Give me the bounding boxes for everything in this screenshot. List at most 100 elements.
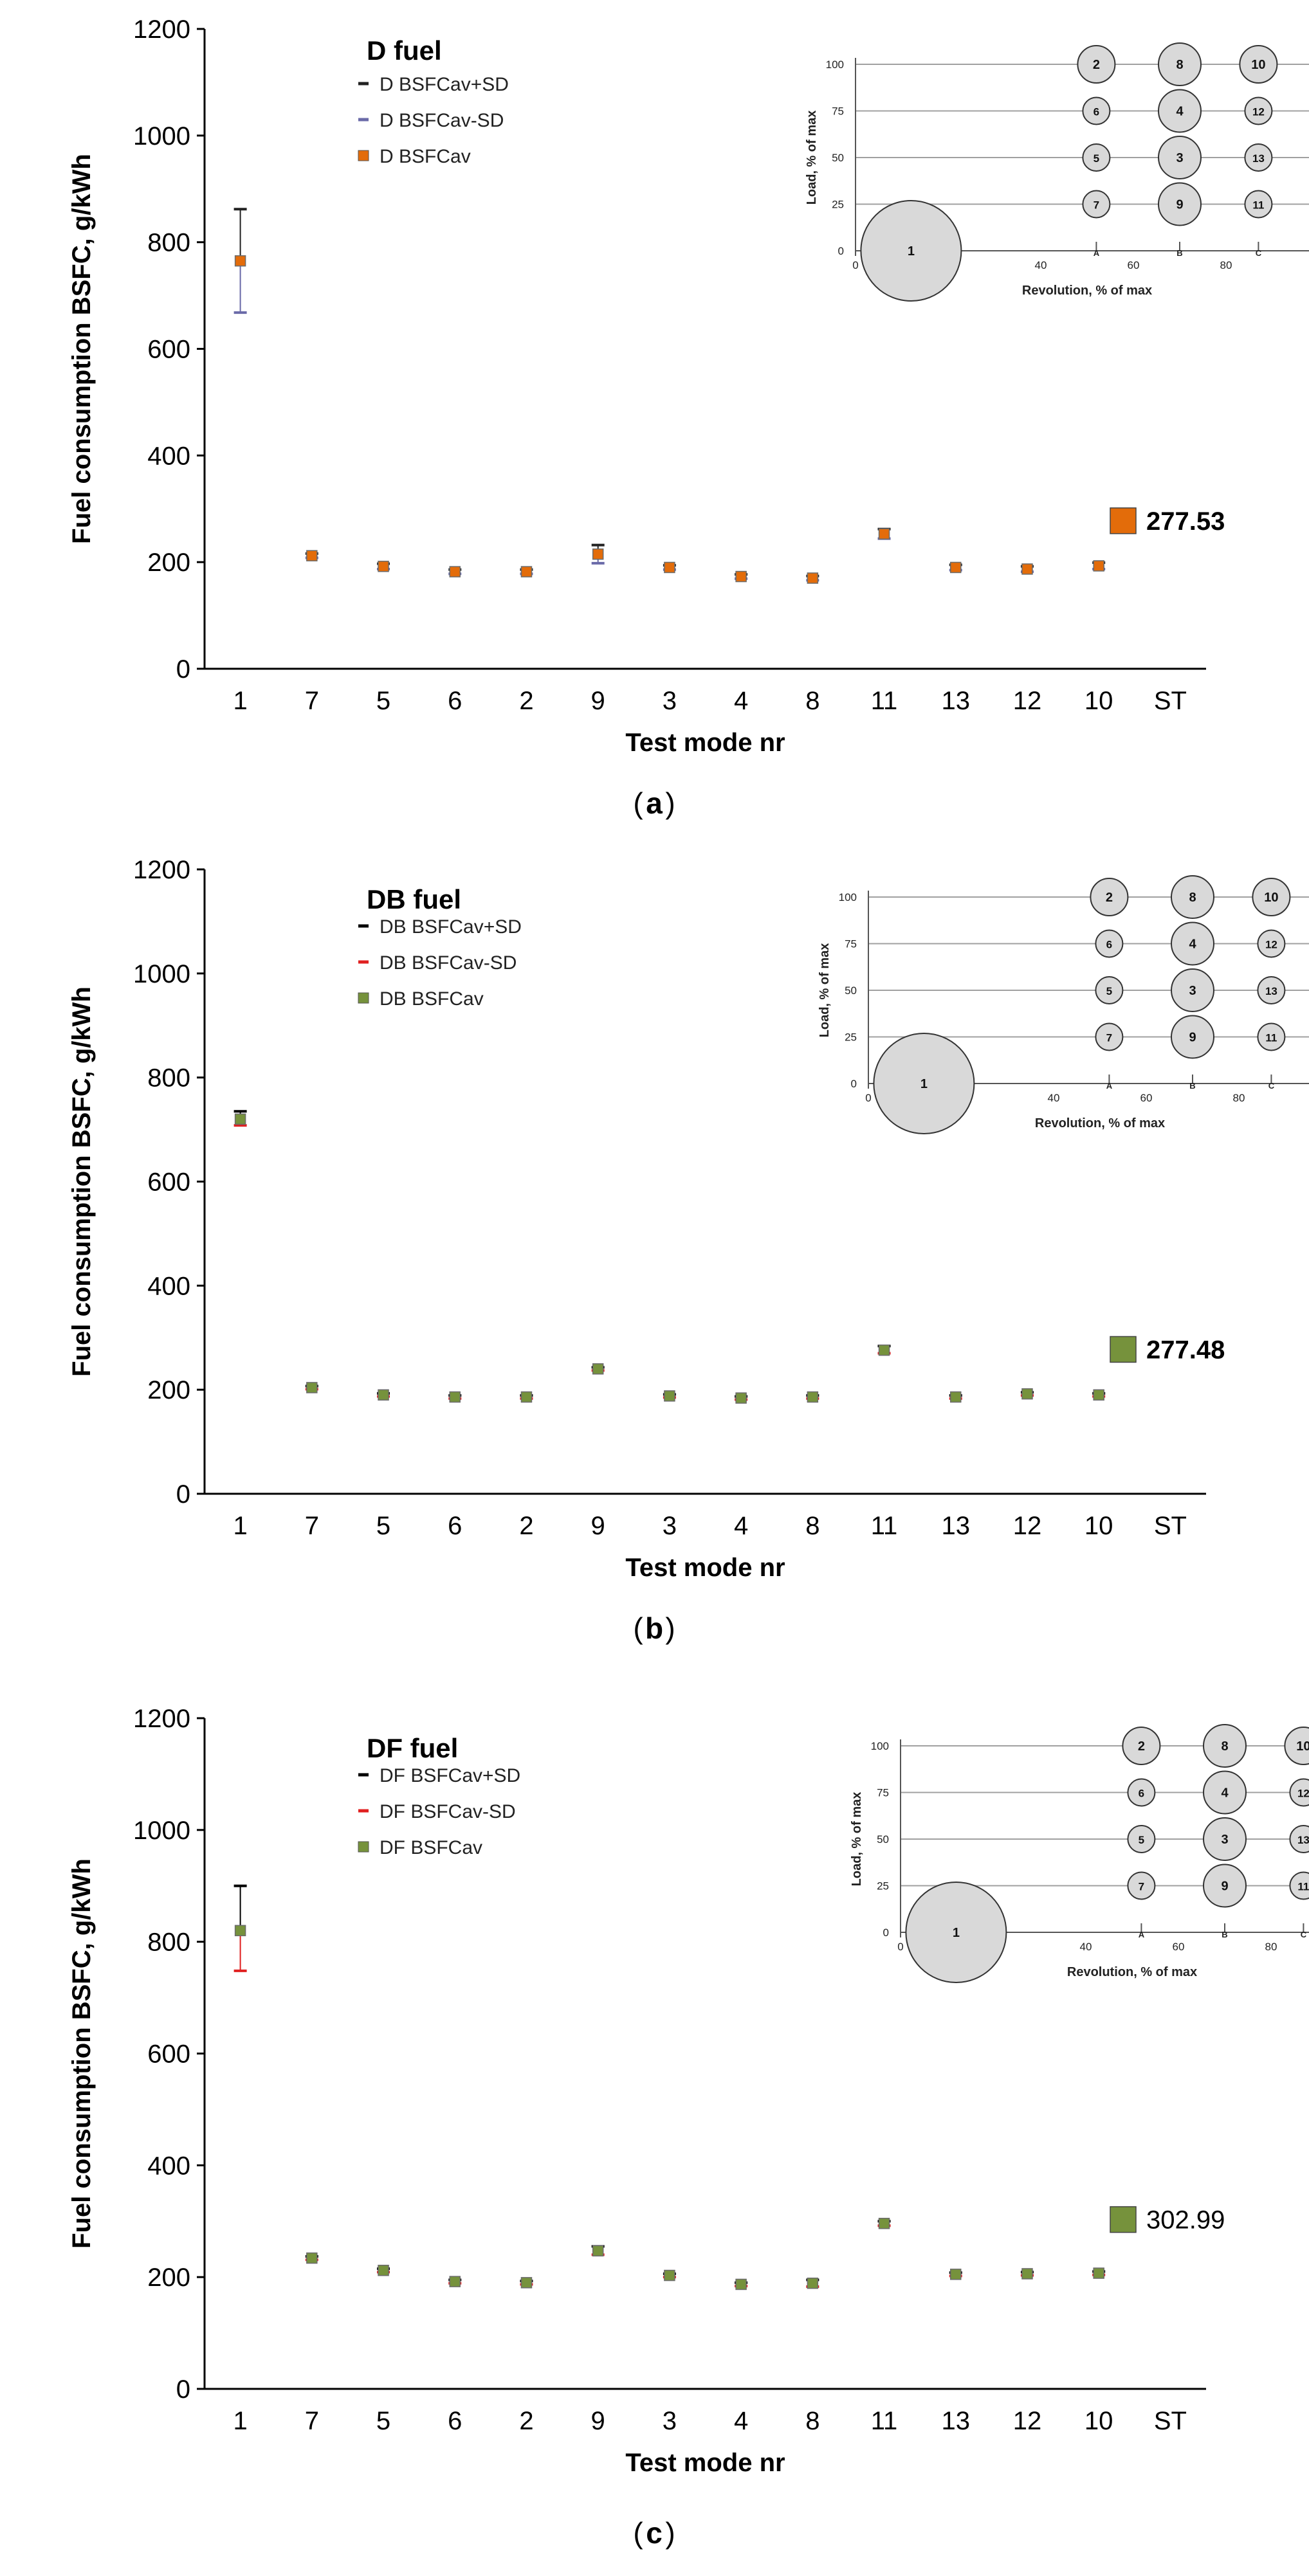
x-tick-label: 8 <box>805 2407 819 2435</box>
inset-mode-label: 3 <box>1176 151 1183 165</box>
inset-y-axis-label: Load, % of max <box>850 1792 864 1887</box>
legend-entry: D BSFCav-SD <box>380 110 504 131</box>
data-point <box>807 572 819 584</box>
x-tick-label: 11 <box>871 687 898 715</box>
inset-speed-label: C <box>1256 248 1262 258</box>
legend-entry: D BSFCav+SD <box>380 74 509 95</box>
inset-y-tick-label: 50 <box>845 984 857 997</box>
inset-mode-circle <box>1171 875 1214 919</box>
y-tick-label: 600 <box>147 336 190 364</box>
x-axis-label: Test mode nr <box>625 729 785 757</box>
inset-mode-circle <box>1203 1817 1247 1861</box>
x-tick-label: 6 <box>448 2407 462 2435</box>
data-point <box>592 1363 604 1375</box>
x-axis-label: Test mode nr <box>625 1554 785 1582</box>
y-tick-label: 400 <box>147 1272 190 1300</box>
inset-mode-label: 13 <box>1265 985 1277 997</box>
inset-y-tick-label: 100 <box>839 891 857 903</box>
inset-chart-0: 0255075100020406080100ABCRevolution, % o… <box>805 42 1309 302</box>
data-point <box>950 2269 962 2280</box>
y-tick-label: 1200 <box>133 1705 190 1733</box>
data-point <box>1093 1389 1104 1401</box>
y-tick-label: 400 <box>147 442 190 470</box>
inset-speed-label: C <box>1301 1930 1307 1939</box>
inset-x-tick-label: 60 <box>1140 1092 1153 1104</box>
y-axis-label: Fuel consumption BSFC, g/kWh <box>68 154 96 544</box>
inset-x-axis-label: Revolution, % of max <box>1067 1965 1197 1979</box>
x-tick-label: 10 <box>1085 1512 1113 1540</box>
inset-y-axis-label: Load, % of max <box>818 943 832 1038</box>
inset-mode-circle <box>1171 1015 1214 1059</box>
x-tick-label: 9 <box>591 687 605 715</box>
data-point <box>664 1390 675 1402</box>
x-tick-label: 7 <box>305 2407 319 2435</box>
inset-mode-circle <box>1082 190 1111 219</box>
inset-mode-label: 7 <box>1106 1032 1112 1044</box>
y-tick-label: 600 <box>147 1168 190 1197</box>
st-value-label: 277.48 <box>1146 1336 1225 1364</box>
inset-mode-label: 12 <box>1252 106 1265 118</box>
inset-mode-label: 10 <box>1296 1739 1309 1754</box>
inset-mode-label: 5 <box>1106 985 1112 997</box>
inset-mode-circle <box>1257 976 1286 1004</box>
inset-mode-label: 1 <box>920 1077 928 1091</box>
data-point <box>878 2217 890 2229</box>
inset-mode-label: 7 <box>1139 1881 1144 1893</box>
inset-mode-circle <box>1284 1727 1309 1765</box>
st-marker <box>1110 507 1137 534</box>
y-tick-label: 1000 <box>133 1817 190 1845</box>
inset-mode-circle <box>1095 929 1124 958</box>
y-tick-label: 0 <box>176 655 190 684</box>
inset-y-tick-label: 25 <box>845 1031 857 1044</box>
x-tick-label: 1 <box>233 687 247 715</box>
inset-x-tick-label: 40 <box>1080 1941 1092 1953</box>
x-tick-label: 13 <box>942 1512 971 1540</box>
inset-mode-label: 8 <box>1221 1739 1228 1754</box>
inset-mode-label: 8 <box>1189 891 1196 905</box>
x-tick-label: 7 <box>305 1512 319 1540</box>
inset-mode-circle <box>1158 89 1202 133</box>
inset-mode-circle <box>1095 1022 1124 1051</box>
inset-x-tick-label: 80 <box>1265 1941 1277 1953</box>
inset-mode-label: 3 <box>1221 1833 1228 1847</box>
inset-y-tick-label: 0 <box>883 1927 889 1939</box>
data-point <box>735 2278 747 2290</box>
inset-mode-circle <box>1077 45 1116 84</box>
chart-title: DB fuel <box>367 884 461 914</box>
x-tick-label: ST <box>1154 1512 1187 1540</box>
inset-y-tick-label: 100 <box>826 59 844 71</box>
inset-x-tick-label: 80 <box>1220 259 1232 271</box>
data-point <box>1093 560 1104 572</box>
y-tick-label: 0 <box>176 2375 190 2404</box>
data-point <box>807 2277 819 2289</box>
inset-mode-label: 8 <box>1176 58 1183 72</box>
x-tick-label: 5 <box>376 687 390 715</box>
inset-y-tick-label: 50 <box>877 1833 889 1846</box>
inset-mode-circle <box>1257 929 1286 958</box>
data-point <box>520 2277 533 2289</box>
legend-symbol <box>358 1841 369 1853</box>
inset-mode-label: 11 <box>1297 1881 1309 1893</box>
data-point <box>378 561 389 572</box>
panel-label-close: ) <box>665 2516 675 2550</box>
inset-mode-circle <box>1082 143 1111 172</box>
inset-mode-circle <box>1158 42 1202 86</box>
x-tick-label: 1 <box>233 1512 247 1540</box>
inset-mode-label: 9 <box>1189 1031 1196 1045</box>
inset-mode-label: 9 <box>1221 1880 1228 1894</box>
inset-mode-label: 3 <box>1189 984 1196 998</box>
st-value-label: 302.99 <box>1146 2206 1225 2235</box>
inset-chart-2: 0255075100020406080100ABCRevolution, % o… <box>850 1724 1309 1983</box>
inset-y-tick-label: 75 <box>845 938 857 950</box>
x-axis-label: Test mode nr <box>625 2449 785 2477</box>
panel-label-open: ( <box>633 1611 643 1645</box>
x-tick-label: 11 <box>871 1512 898 1540</box>
x-tick-label: 12 <box>1013 1512 1042 1540</box>
legend-entry: DB BSFCav+SD <box>380 916 522 938</box>
inset-mode-circle <box>1122 1727 1161 1765</box>
inset-mode-circle <box>860 200 962 302</box>
data-point <box>950 1391 962 1403</box>
y-tick-label: 800 <box>147 229 190 257</box>
inset-x-axis-label: Revolution, % of max <box>1022 284 1152 298</box>
